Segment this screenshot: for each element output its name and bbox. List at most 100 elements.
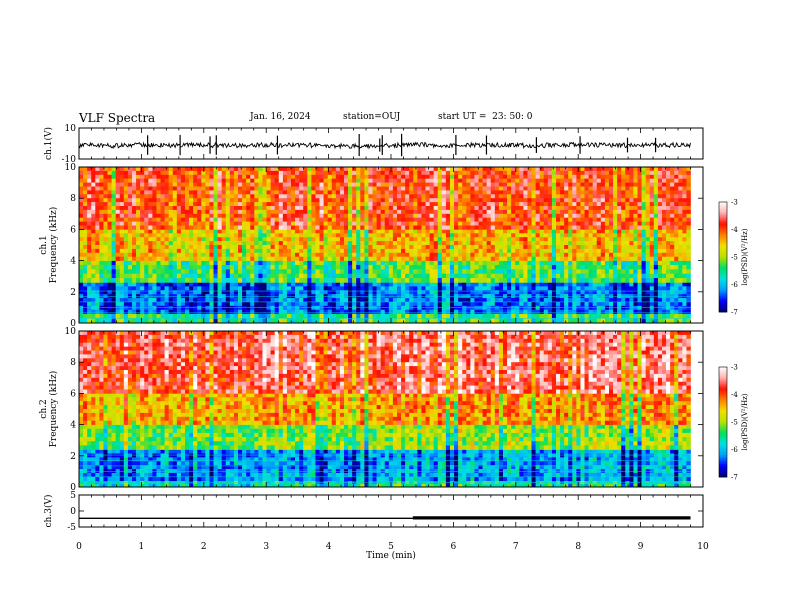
spectrogram-cell [278, 209, 284, 215]
spectrogram-cell [364, 233, 369, 238]
spectrogram-cell [103, 309, 108, 314]
spectrogram-cell [307, 237, 312, 242]
spectrogram-cell [376, 264, 381, 270]
start-time-label: start UT = 23: 50: 0 [438, 112, 533, 122]
spectrogram-cell [123, 167, 129, 172]
spectrogram-cell [331, 298, 337, 303]
spectrogram-cell [311, 241, 316, 246]
spectrogram-cell [79, 241, 84, 246]
spectrogram-cell [645, 290, 651, 295]
spectrogram-cell [229, 170, 235, 176]
spectrogram-cell [494, 252, 500, 257]
spectrogram-cell [233, 273, 239, 279]
spectrogram-cell [584, 264, 589, 270]
spectrogram-cell [144, 273, 149, 279]
spectrogram-cell [474, 313, 479, 319]
spectrogram-cell [633, 313, 638, 319]
spectrogram-cell [111, 178, 116, 183]
spectrogram-cell [686, 309, 691, 314]
spectrogram-cell [160, 273, 165, 279]
spectrogram-cell [168, 186, 174, 191]
spectrogram-cell [119, 241, 125, 246]
spectrogram-cell [413, 221, 418, 226]
spectrogram-cell [327, 248, 333, 254]
spectrogram-cell [523, 264, 528, 270]
spectrogram-cell [127, 174, 133, 179]
spectrogram-cell [205, 174, 210, 179]
spectrogram-cell [213, 206, 218, 211]
spectrogram-cell [437, 170, 443, 176]
spectrogram-cell [250, 298, 255, 303]
spectrogram-cell [172, 318, 178, 324]
spectrogram-cell [307, 233, 312, 238]
spectrogram-cell [311, 256, 316, 261]
spectrogram-cell [168, 260, 174, 266]
spectrogram-cell [551, 237, 557, 242]
spectrogram-cell [238, 170, 243, 176]
spectrogram-cell [123, 313, 129, 319]
spectrogram-cell [319, 269, 324, 275]
spectrogram-cell [307, 241, 312, 246]
spectrogram-cell [127, 233, 133, 238]
spectrogram-cell [368, 309, 373, 314]
spectrogram-cell [119, 278, 125, 283]
spectrogram-cell [111, 225, 116, 230]
spectrogram-cell [670, 245, 675, 250]
spectrogram-cell [286, 282, 292, 287]
spectrogram-cell [246, 248, 251, 254]
spectrogram-cell [653, 298, 659, 303]
spectrogram-cell [364, 178, 369, 183]
spectrogram-cell [388, 305, 394, 311]
spectrogram-cell [299, 229, 304, 234]
spectrogram-cell [401, 278, 406, 283]
spectrogram-cell [286, 174, 292, 179]
spectrogram-cell [136, 256, 141, 261]
spectrogram-cell [99, 264, 104, 270]
spectrogram-cell [323, 182, 328, 187]
spectrogram-cell [592, 282, 598, 287]
spectrogram-cell [466, 305, 471, 311]
spectrogram-cell [278, 298, 284, 303]
spectrogram-cell [596, 318, 602, 324]
spectrogram-cell [217, 305, 222, 311]
spectrogram-cell [608, 282, 614, 287]
spectrogram-cell [144, 241, 149, 246]
spectrogram-cell [592, 233, 598, 238]
spectrogram-cell [327, 233, 333, 238]
spectrogram-cell [588, 252, 593, 257]
spectrogram-cell [270, 260, 275, 266]
spectrogram-cell [437, 282, 443, 287]
spectrogram-cell [437, 260, 443, 266]
spectrogram-cell [433, 273, 439, 279]
spectrogram-cell [197, 182, 202, 187]
spectrogram-cell [156, 264, 161, 270]
spectrogram-cell [254, 170, 259, 176]
spectrogram-cell [437, 237, 443, 242]
spectrogram-cell [282, 260, 288, 266]
spectrogram-cell [498, 256, 504, 261]
spectrogram-cell [201, 221, 206, 226]
spectrogram-cell [213, 301, 218, 307]
spectrogram-cell [507, 286, 512, 291]
spectrogram-cell [103, 290, 108, 295]
spectrogram-cell [348, 198, 353, 203]
spectrogram-cell [425, 245, 430, 250]
spectrogram-cell [168, 252, 174, 257]
spectrogram-cell [176, 198, 182, 203]
spectrogram-cell [564, 256, 569, 261]
spectrogram-cell [238, 256, 243, 261]
spectrogram-cell [498, 298, 504, 303]
spectrogram-cell [107, 170, 112, 176]
spectrogram-cell [107, 282, 112, 287]
spectrogram-cell [295, 269, 300, 275]
spectrogram-cell [327, 221, 333, 226]
spectrogram-cell [348, 233, 353, 238]
spectrogram-cell [401, 186, 406, 191]
spectrogram-cell [258, 282, 263, 287]
spectrogram-cell [360, 167, 365, 172]
spectrogram-cell [523, 229, 528, 234]
spectrogram-cell [176, 229, 182, 234]
spectrogram-cell [401, 309, 406, 314]
spectrogram-cell [633, 298, 638, 303]
spectrogram-cell [474, 233, 479, 238]
